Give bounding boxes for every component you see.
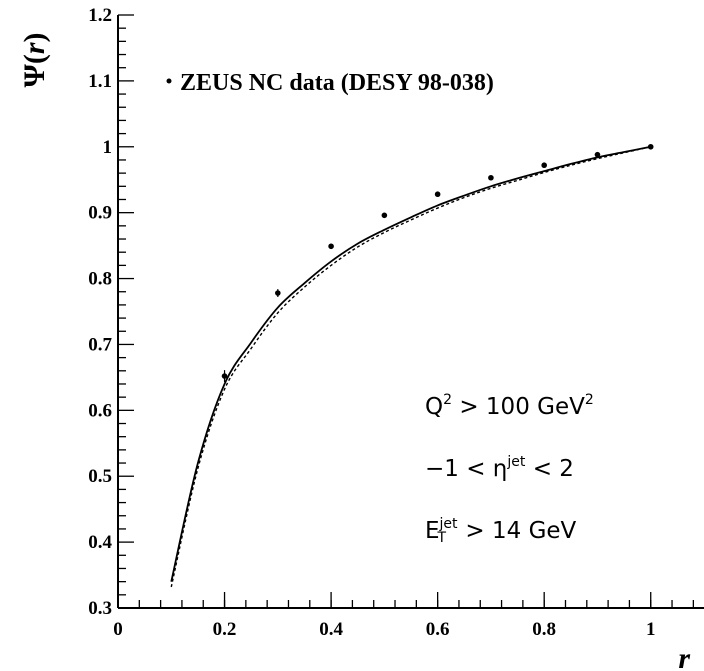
data-point xyxy=(275,290,281,296)
x-tick-label: 0.8 xyxy=(532,619,556,640)
annot-q: Q xyxy=(425,394,443,420)
y-tick-label: 0.6 xyxy=(88,400,112,421)
y-tick-label: 0.7 xyxy=(88,334,112,355)
y-tick-label: 0.5 xyxy=(88,466,112,487)
y-tick-label: 0.3 xyxy=(88,598,112,619)
solid-curve xyxy=(170,145,651,582)
annot-eta-sup: jet xyxy=(506,454,526,470)
axes xyxy=(117,15,704,609)
dashed-curve xyxy=(170,146,651,588)
curves xyxy=(170,145,651,588)
annot-e: E xyxy=(425,518,440,544)
y-axis-close: ) xyxy=(18,32,51,42)
x-tick-label: 0.4 xyxy=(319,619,343,640)
x-tick-label: 1 xyxy=(646,619,656,640)
data-point xyxy=(647,143,654,150)
annot-e-sup: jet xyxy=(439,516,459,532)
x-tick-label: 0 xyxy=(113,619,123,640)
y-tick-label: 0.8 xyxy=(88,269,112,290)
annot-eta: −1 < η xyxy=(425,456,507,482)
legend-label: ZEUS NC data (DESY 98-038) xyxy=(180,70,494,96)
annotation-eta: −1 < ηjet < 2 xyxy=(425,454,574,482)
ticks xyxy=(117,14,694,609)
y-tick-label: 1.2 xyxy=(88,5,112,26)
tick-labels: 0.3 0.4 0.5 0.6 0.7 0.8 0.9 1 1.1 1.2 0 0.2 0.4 0.6 0.… xyxy=(88,5,655,640)
x-tick-label: 0.2 xyxy=(213,619,237,640)
data-point xyxy=(221,373,228,379)
x-tick-label: 0.6 xyxy=(426,619,450,640)
svg-text:−1 < ηjet < 2: −1 < ηjet < 2 xyxy=(425,454,574,482)
y-axis-symbol: Ψ( xyxy=(18,54,51,87)
annot-q-sup: 2 xyxy=(443,392,452,408)
y-axis-title: Ψ(r) xyxy=(18,32,51,87)
legend-marker xyxy=(166,78,172,84)
data-point xyxy=(488,174,494,181)
y-tick-label: 0.4 xyxy=(88,532,112,553)
annot-q-mid: > 100 GeV xyxy=(452,394,585,420)
y-tick-label: 0.9 xyxy=(88,203,112,224)
y-tick-label: 1 xyxy=(103,137,113,158)
svg-text:Q2 > 100 GeV2: Q2 > 100 GeV2 xyxy=(425,392,594,420)
legend: ZEUS NC data (DESY 98-038) xyxy=(166,70,494,96)
annot-e-suffix: > 14 GeV xyxy=(458,518,576,544)
annotation-et: Ejet T > 14 GeV xyxy=(425,516,577,546)
y-tick-label: 1.1 xyxy=(88,71,112,92)
data-point xyxy=(541,162,547,169)
data-point xyxy=(381,212,388,219)
data-points xyxy=(221,143,654,383)
y-axis-variable: r xyxy=(18,42,51,54)
x-axis-title: r xyxy=(678,642,690,671)
data-point xyxy=(594,151,601,158)
annotation-q2: Q2 > 100 GeV2 xyxy=(425,392,594,420)
annot-e-sub: T xyxy=(437,530,447,546)
data-point xyxy=(328,243,334,250)
annot-q-sup2: 2 xyxy=(585,392,594,408)
annot-eta-suffix: < 2 xyxy=(525,456,574,482)
data-point xyxy=(434,191,441,198)
